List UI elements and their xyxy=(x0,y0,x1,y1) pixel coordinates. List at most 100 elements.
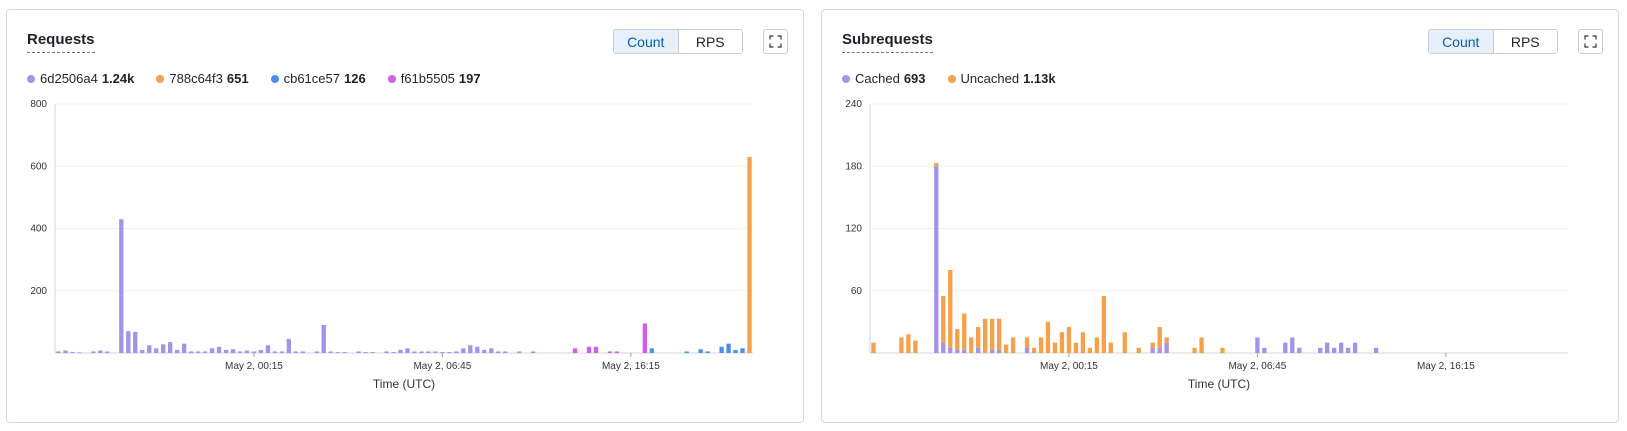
bar-6d2506a4[interactable] xyxy=(147,345,152,353)
bar-f61b5505[interactable] xyxy=(607,351,613,353)
bar-6d2506a4[interactable] xyxy=(251,351,257,353)
bar-uncached[interactable] xyxy=(1192,347,1197,353)
bar-cached[interactable] xyxy=(989,349,995,353)
bar-uncached[interactable] xyxy=(969,337,974,353)
bar-cb61ce57[interactable] xyxy=(684,351,689,353)
bar-6d2506a4[interactable] xyxy=(447,352,452,353)
bar-cached[interactable] xyxy=(962,349,967,353)
requests-expand-button[interactable] xyxy=(763,29,788,54)
bar-cached[interactable] xyxy=(934,166,939,353)
bar-uncached[interactable] xyxy=(989,318,995,350)
bar-6d2506a4[interactable] xyxy=(223,349,229,353)
bar-uncached[interactable] xyxy=(1150,342,1155,348)
bar-cached[interactable] xyxy=(948,347,953,353)
bar-uncached[interactable] xyxy=(1220,347,1225,353)
bar-uncached[interactable] xyxy=(1010,337,1016,353)
bar-uncached[interactable] xyxy=(1031,347,1037,353)
bar-6d2506a4[interactable] xyxy=(98,350,103,353)
bar-cached[interactable] xyxy=(1024,347,1030,353)
bar-cb61ce57[interactable] xyxy=(719,346,724,353)
requests-rps-button[interactable]: RPS xyxy=(678,30,742,53)
bar-6d2506a4[interactable] xyxy=(419,351,424,353)
bar-cached[interactable] xyxy=(941,342,946,354)
bar-6d2506a4[interactable] xyxy=(342,352,347,353)
bar-6d2506a4[interactable] xyxy=(328,351,333,353)
bar-cb61ce57[interactable] xyxy=(740,348,745,353)
bar-6d2506a4[interactable] xyxy=(140,349,145,353)
legend-item-788c64f3[interactable]: 788c64f3 651 xyxy=(156,71,249,86)
bar-cached[interactable] xyxy=(1373,347,1379,353)
bar-6d2506a4[interactable] xyxy=(363,352,368,353)
bar-uncached[interactable] xyxy=(962,313,967,350)
legend-item-cb61ce57[interactable]: cb61ce57 126 xyxy=(270,71,366,86)
bar-6d2506a4[interactable] xyxy=(272,351,278,353)
subrequests-expand-button[interactable] xyxy=(1578,29,1603,54)
bar-6d2506a4[interactable] xyxy=(286,338,291,353)
bar-6d2506a4[interactable] xyxy=(454,351,459,353)
bar-uncached[interactable] xyxy=(1164,337,1169,343)
bar-cached[interactable] xyxy=(1318,347,1323,353)
bar-cb61ce57[interactable] xyxy=(726,343,731,353)
bar-cached[interactable] xyxy=(1332,347,1337,353)
bar-uncached[interactable] xyxy=(871,342,876,354)
legend-item-uncached[interactable]: Uncached 1.13k xyxy=(947,71,1056,86)
bar-uncached[interactable] xyxy=(955,329,960,350)
bar-cb61ce57[interactable] xyxy=(649,348,654,353)
bar-uncached[interactable] xyxy=(1094,337,1100,353)
subrequests-rps-button[interactable]: RPS xyxy=(1493,30,1557,53)
bar-6d2506a4[interactable] xyxy=(475,346,480,353)
bar-f61b5505[interactable] xyxy=(593,346,599,353)
bar-f61b5505[interactable] xyxy=(586,346,592,353)
bar-uncached[interactable] xyxy=(899,337,904,353)
bar-cached[interactable] xyxy=(1297,347,1302,353)
bar-6d2506a4[interactable] xyxy=(335,352,340,353)
bar-6d2506a4[interactable] xyxy=(489,348,494,353)
bar-uncached[interactable] xyxy=(983,318,988,353)
bar-6d2506a4[interactable] xyxy=(314,351,319,353)
bar-cached[interactable] xyxy=(996,349,1002,353)
bar-6d2506a4[interactable] xyxy=(181,343,187,353)
bar-6d2506a4[interactable] xyxy=(230,349,236,353)
bar-6d2506a4[interactable] xyxy=(77,352,82,354)
requests-count-button[interactable]: Count xyxy=(614,30,679,53)
bar-6d2506a4[interactable] xyxy=(56,351,61,353)
bar-cached[interactable] xyxy=(1325,342,1330,354)
bar-f61b5505[interactable] xyxy=(572,348,578,353)
bar-6d2506a4[interactable] xyxy=(244,350,250,353)
subrequests-count-button[interactable]: Count xyxy=(1429,30,1494,53)
bar-6d2506a4[interactable] xyxy=(440,352,445,353)
bar-uncached[interactable] xyxy=(1136,347,1141,353)
bar-cached[interactable] xyxy=(1345,347,1351,353)
bar-6d2506a4[interactable] xyxy=(300,351,305,353)
bar-6d2506a4[interactable] xyxy=(105,351,110,353)
bar-cached[interactable] xyxy=(955,349,960,353)
bar-cached[interactable] xyxy=(1290,337,1295,353)
bar-6d2506a4[interactable] xyxy=(174,349,180,353)
bar-uncached[interactable] xyxy=(1045,321,1051,354)
bar-6d2506a4[interactable] xyxy=(433,351,438,353)
bar-cached[interactable] xyxy=(1164,342,1169,354)
bar-6d2506a4[interactable] xyxy=(119,219,124,353)
bar-cached[interactable] xyxy=(1262,347,1267,353)
bar-6d2506a4[interactable] xyxy=(258,349,264,353)
bar-uncached[interactable] xyxy=(1157,327,1162,348)
bar-6d2506a4[interactable] xyxy=(530,351,536,353)
bar-uncached[interactable] xyxy=(1024,337,1030,348)
requests-title[interactable]: Requests xyxy=(27,31,95,53)
bar-uncached[interactable] xyxy=(1080,332,1086,353)
bar-788c64f3[interactable] xyxy=(747,156,752,353)
bar-uncached[interactable] xyxy=(1059,332,1065,353)
bar-6d2506a4[interactable] xyxy=(482,349,487,353)
bar-6d2506a4[interactable] xyxy=(405,348,410,353)
bar-6d2506a4[interactable] xyxy=(356,351,361,353)
bar-uncached[interactable] xyxy=(1087,347,1093,353)
bar-cached[interactable] xyxy=(1352,342,1358,354)
bar-6d2506a4[interactable] xyxy=(237,351,243,353)
bar-f61b5505[interactable] xyxy=(642,323,647,353)
bar-6d2506a4[interactable] xyxy=(426,351,431,353)
legend-item-cached[interactable]: Cached 693 xyxy=(842,71,926,86)
bar-6d2506a4[interactable] xyxy=(412,351,417,353)
bar-6d2506a4[interactable] xyxy=(168,342,173,353)
bar-uncached[interactable] xyxy=(1003,344,1009,353)
bar-uncached[interactable] xyxy=(1073,342,1079,354)
